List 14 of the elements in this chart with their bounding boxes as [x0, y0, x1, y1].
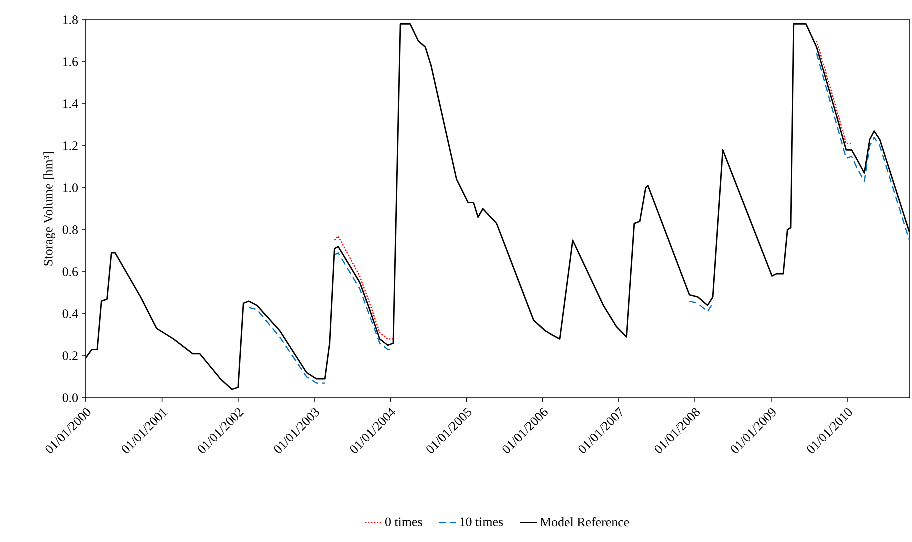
legend-label: 10 times	[460, 518, 504, 526]
y-axis-title: Storage Volume [hm³]	[44, 152, 56, 266]
y-tick-label: 0.4	[62, 310, 78, 318]
y-tick-label: 1.4	[63, 100, 78, 108]
y-tick-label: 1.2	[63, 142, 78, 150]
y-tick-label: 0.8	[62, 226, 78, 234]
y-tick-label: 1.8	[63, 16, 78, 24]
y-tick-label: 0.0	[62, 394, 78, 402]
y-tick-label: 0.2	[62, 352, 78, 360]
legend-label: 0 times	[385, 518, 422, 526]
y-tick-label: 0.6	[62, 268, 78, 276]
y-tick-label: 1.6	[63, 58, 78, 66]
legend-label: Model Reference	[540, 517, 630, 527]
y-tick-label: 1.0	[63, 184, 78, 192]
